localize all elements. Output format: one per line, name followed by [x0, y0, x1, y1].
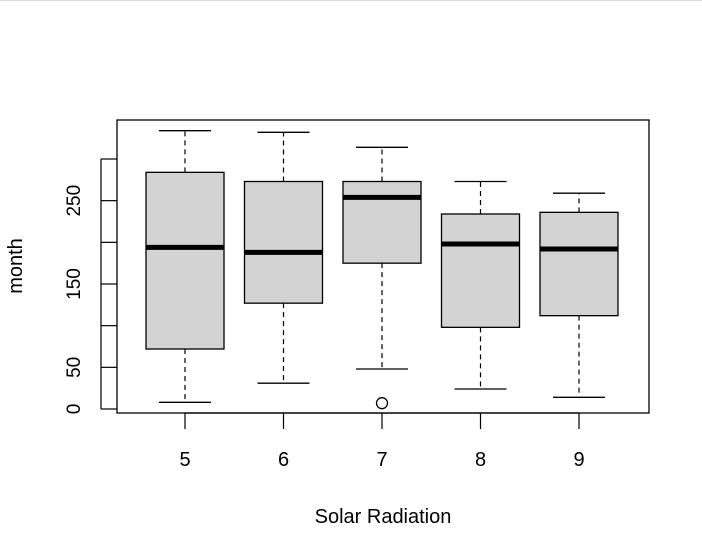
boxes-group: [145, 130, 619, 410]
iqr-box: [243, 180, 324, 304]
box-8: [440, 180, 521, 390]
x-tick-label-7: 7: [376, 449, 387, 471]
y-tick-label-150: 150: [64, 268, 85, 300]
x-tick-label-5: 5: [179, 449, 190, 471]
box-7: [342, 146, 422, 410]
x-tick-label-9: 9: [573, 449, 584, 471]
iqr-box: [145, 171, 225, 350]
iqr-box: [342, 180, 422, 264]
y-axis: 0 50 150 250: [64, 158, 117, 415]
y-axis-title: month: [5, 238, 27, 294]
iqr-box: [440, 213, 521, 328]
x-axis-title: Solar Radiation: [315, 506, 452, 528]
y-tick-label-250: 250: [64, 185, 85, 217]
y-tick-label-50: 50: [64, 357, 85, 378]
box-9: [539, 192, 619, 398]
box-6: [243, 131, 324, 384]
box-5: [145, 130, 225, 403]
x-tick-label-8: 8: [475, 449, 486, 471]
x-axis: 5 6 7 8 9: [179, 412, 585, 471]
iqr-box: [539, 211, 619, 317]
top-divider: [0, 0, 702, 1]
y-tick-label-0: 0: [64, 404, 85, 415]
x-tick-label-6: 6: [278, 449, 289, 471]
outlier-point: [375, 397, 389, 410]
